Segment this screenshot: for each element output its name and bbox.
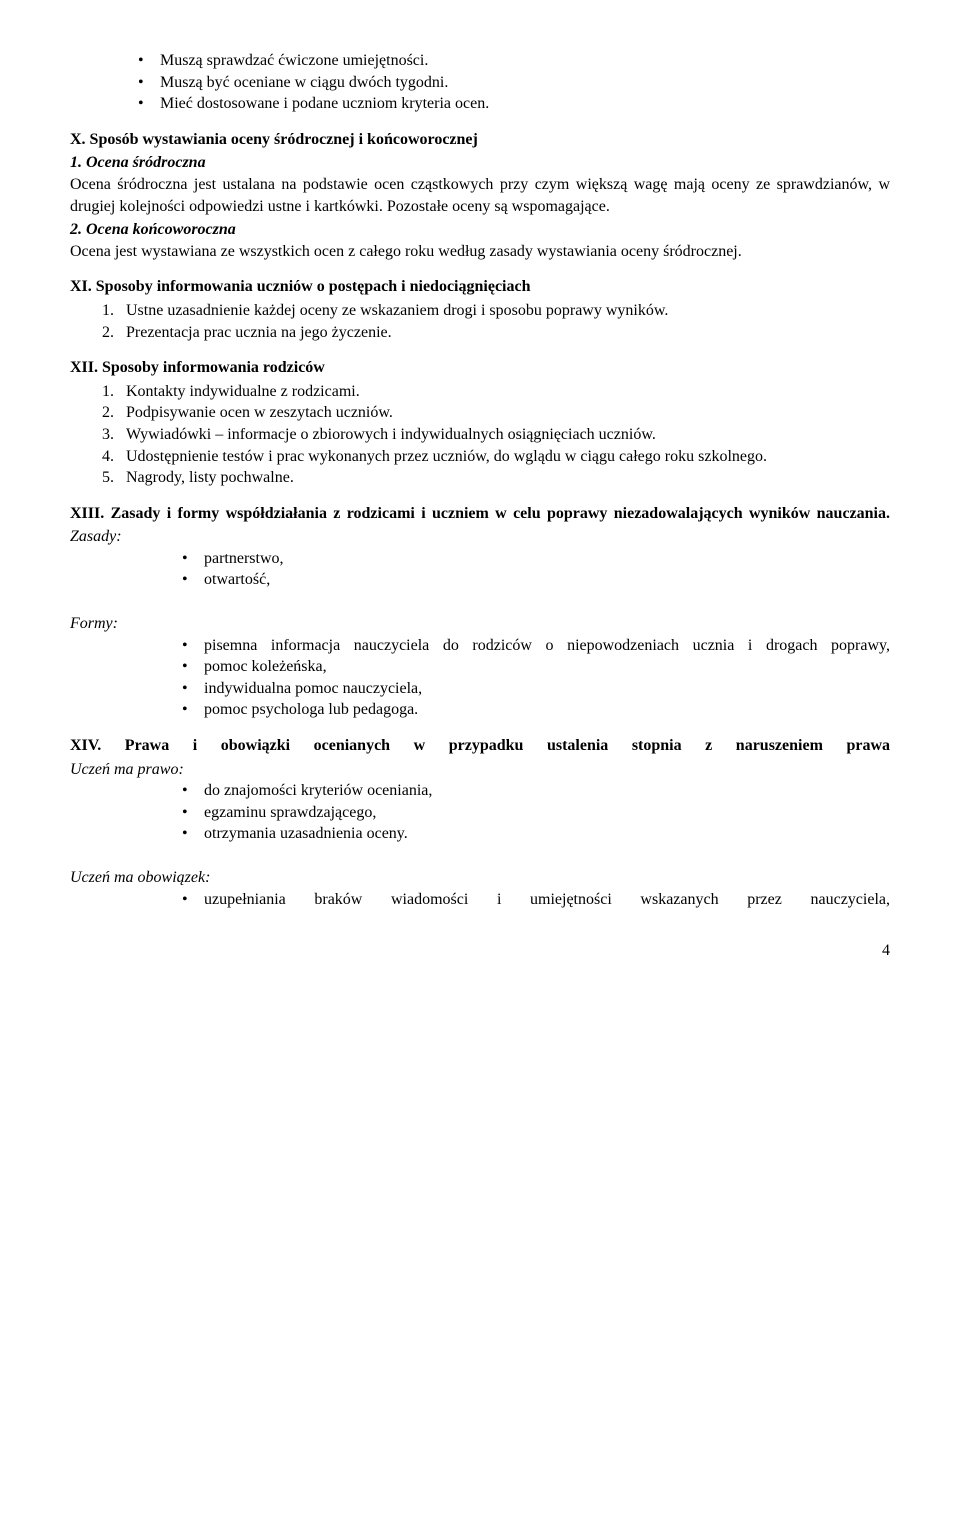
list-item: do znajomości kryteriów oceniania, xyxy=(182,780,890,802)
item-text: Kontakty indywidualne z rodzicami. xyxy=(126,383,360,400)
paragraph: Ocena śródroczna jest ustalana na podsta… xyxy=(70,174,890,217)
list-item: 2. Prezentacja prac ucznia na jego życzen… xyxy=(102,322,890,344)
item-number: 1. xyxy=(102,300,114,322)
formy-list: pisemna informacja nauczyciela do rodzic… xyxy=(70,635,890,721)
top-bullet-list: Muszą sprawdzać ćwiczone umiejętności. M… xyxy=(70,50,890,115)
list-item: Muszą być oceniane w ciągu dwóch tygodni… xyxy=(138,72,890,94)
numbered-list: 1. Ustne uzasadnienie każdej oceny ze wsk… xyxy=(70,300,890,343)
heading-xii: XII. Sposoby informowania rodziców xyxy=(70,357,890,379)
list-item: otrzymania uzasadnienia oceny. xyxy=(182,823,890,845)
heading-x: X. Sposób wystawiania oceny śródrocznej … xyxy=(70,129,890,151)
zasady-label: Zasady: xyxy=(70,526,890,548)
subheading-x1: 1. Ocena śródroczna xyxy=(70,152,890,174)
item-number: 2. xyxy=(102,322,114,344)
list-item: 1. Kontakty indywidualne z rodzicami. xyxy=(102,381,890,403)
item-text: Wywiadówki – informacje o zbiorowych i i… xyxy=(126,426,656,443)
item-text: Udostępnienie testów i prac wykonanych p… xyxy=(126,448,767,465)
list-item: Mieć dostosowane i podane uczniom kryter… xyxy=(138,93,890,115)
item-number: 4. xyxy=(102,446,114,468)
zasady-list: partnerstwo, otwartość, xyxy=(70,548,890,591)
item-text: Prezentacja prac ucznia na jego życzenie… xyxy=(126,324,392,341)
item-text: Ustne uzasadnienie każdej oceny ze wskaz… xyxy=(126,302,668,319)
list-item: indywidualna pomoc nauczyciela, xyxy=(182,678,890,700)
list-item: 4. Udostępnienie testów i prac wykonanych… xyxy=(102,446,890,468)
list-item: Muszą sprawdzać ćwiczone umiejętności. xyxy=(138,50,890,72)
list-item: partnerstwo, xyxy=(182,548,890,570)
item-number: 2. xyxy=(102,402,114,424)
subheading-x2: 2. Ocena końcoworoczna xyxy=(70,219,890,241)
paragraph: Ocena jest wystawiana ze wszystkich ocen… xyxy=(70,241,890,263)
list-item: egzaminu sprawdzającego, xyxy=(182,802,890,824)
page-number: 4 xyxy=(70,940,890,962)
list-item: 5. Nagrody, listy pochwalne. xyxy=(102,467,890,489)
prawo-label: Uczeń ma prawo: xyxy=(70,759,890,781)
item-number: 3. xyxy=(102,424,114,446)
item-number: 1. xyxy=(102,381,114,403)
section-xii: XII. Sposoby informowania rodziców 1. Kon… xyxy=(70,357,890,489)
item-number: 5. xyxy=(102,467,114,489)
prawo-list: do znajomości kryteriów oceniania, egzam… xyxy=(70,780,890,845)
obow-list: uzupełniania braków wiadomości i umiejęt… xyxy=(70,889,890,911)
list-item: 3. Wywiadówki – informacje o zbiorowych i… xyxy=(102,424,890,446)
numbered-list: 1. Kontakty indywidualne z rodzicami. 2. P… xyxy=(70,381,890,489)
item-text: Nagrody, listy pochwalne. xyxy=(126,469,294,486)
list-item: 1. Ustne uzasadnienie każdej oceny ze wsk… xyxy=(102,300,890,322)
section-xi: XI. Sposoby informowania uczniów o postę… xyxy=(70,276,890,343)
heading-xi: XI. Sposoby informowania uczniów o postę… xyxy=(70,276,890,298)
item-text: Podpisywanie ocen w zeszytach uczniów. xyxy=(126,404,393,421)
list-item: pomoc koleżeńska, xyxy=(182,656,890,678)
heading-xiii: XIII. Zasady i formy współdziałania z ro… xyxy=(70,503,890,525)
list-item: pomoc psychologa lub pedagoga. xyxy=(182,699,890,721)
list-item: 2. Podpisywanie ocen w zeszytach uczniów. xyxy=(102,402,890,424)
formy-label: Formy: xyxy=(70,613,890,635)
heading-xiv: XIV. Prawa i obowiązki ocenianych w przy… xyxy=(70,735,890,757)
section-x: X. Sposób wystawiania oceny śródrocznej … xyxy=(70,129,890,263)
section-xiii: XIII. Zasady i formy współdziałania z ro… xyxy=(70,503,890,721)
list-item: pisemna informacja nauczyciela do rodzic… xyxy=(182,635,890,657)
obow-label: Uczeń ma obowiązek: xyxy=(70,867,890,889)
list-item: uzupełniania braków wiadomości i umiejęt… xyxy=(182,889,890,911)
list-item: otwartość, xyxy=(182,569,890,591)
section-xiv: XIV. Prawa i obowiązki ocenianych w przy… xyxy=(70,735,890,910)
